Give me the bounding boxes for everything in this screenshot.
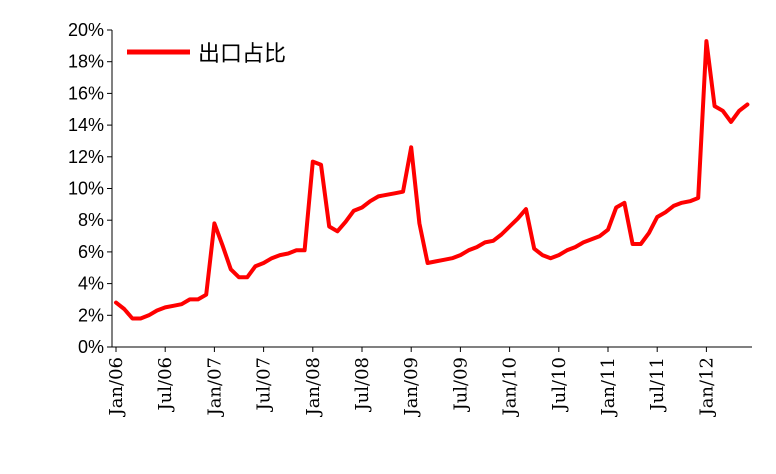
- y-axis-ticks: 0% 2% 4% 6% 8% 10% 12% 14% 16% 18% 20%: [68, 20, 112, 357]
- legend: 出口占比: [127, 42, 286, 67]
- y-tick-label: 12%: [68, 147, 104, 167]
- x-tick-label: Jan/12: [696, 357, 717, 418]
- y-tick-label: 20%: [68, 20, 104, 40]
- y-tick-label: 10%: [68, 179, 104, 199]
- x-axis-ticks: Jan/06 Jul/06 Jan/07 Jul/07 Jan/08 Jul/08 Jan/…: [106, 347, 717, 418]
- series-line: [114, 39, 750, 321]
- axes: [111, 30, 752, 348]
- y-tick-label: 16%: [68, 83, 104, 103]
- x-tick-label: Jan/06: [106, 357, 127, 418]
- y-tick-label: 14%: [68, 115, 104, 135]
- x-tick-label: Jan/09: [401, 357, 422, 418]
- x-tick-label: Jul/07: [254, 357, 275, 413]
- y-tick-label: 18%: [68, 52, 104, 72]
- x-tick-label: Jan/11: [598, 357, 619, 418]
- x-tick-label: Jan/10: [500, 357, 521, 418]
- y-tick-label: 2%: [78, 305, 104, 325]
- x-tick-label: Jul/09: [450, 357, 471, 413]
- x-tick-label: Jan/07: [204, 357, 225, 418]
- x-tick-label: Jul/06: [155, 357, 176, 413]
- legend-label: 出口占比: [198, 42, 286, 67]
- x-tick-label: Jan/08: [303, 357, 324, 418]
- x-tick-label: Jul/10: [549, 357, 570, 413]
- series-group: [114, 39, 750, 321]
- y-tick-label: 8%: [78, 210, 104, 230]
- y-tick-label: 4%: [78, 274, 104, 294]
- y-tick-label: 0%: [78, 337, 104, 357]
- x-tick-label: Jul/11: [647, 357, 668, 413]
- x-tick-label: Jul/08: [352, 357, 373, 413]
- y-tick-label: 6%: [78, 242, 104, 262]
